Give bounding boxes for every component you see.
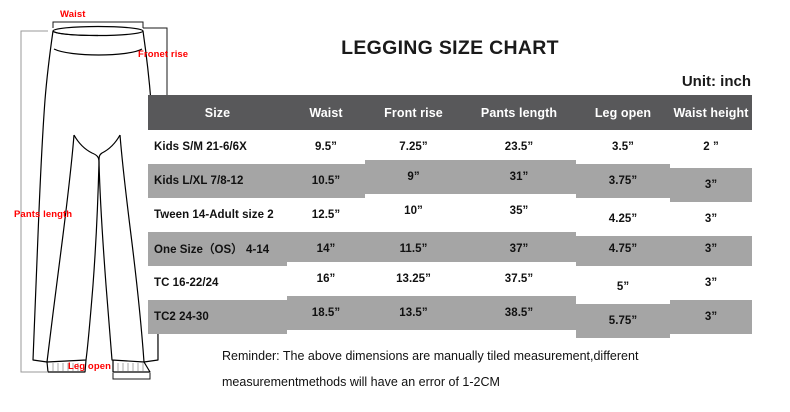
cell-pants-length: 37”	[462, 232, 576, 266]
cell-front-rise: 13.5”	[365, 296, 462, 330]
cell-waist-height: 2 ”	[670, 130, 752, 164]
cell-size: Kids S/M 21-6/6X	[148, 130, 287, 164]
diagram-label-leg-open: Leg open	[68, 361, 112, 372]
reminder-line-2: measurementmethods will have an error of…	[222, 375, 500, 389]
cell-waist: 12.5”	[287, 198, 365, 232]
size-chart-table: Size Waist Front rise Pants length Leg o…	[148, 95, 752, 338]
cell-pants-length: 23.5”	[462, 130, 576, 164]
cell-front-rise: 10”	[365, 194, 462, 228]
reminder-line-1: Reminder: The above dimensions are manua…	[222, 349, 639, 363]
cell-waist: 10.5”	[287, 164, 365, 198]
column-header-pants-length: Pants length	[462, 95, 576, 130]
cell-leg-open: 5.75”	[576, 304, 670, 338]
column-header-size: Size	[148, 95, 287, 130]
cell-pants-length: 31”	[462, 160, 576, 194]
cell-waist: 9.5”	[287, 130, 365, 164]
reminder-note: Reminder: The above dimensions are manua…	[222, 343, 752, 395]
cell-size: Kids L/XL 7/8-12	[148, 164, 287, 198]
diagram-label-waist: Waist	[60, 9, 86, 20]
cell-waist-height: 3”	[670, 232, 752, 266]
cell-front-rise: 9”	[365, 160, 462, 194]
table-row: Kids S/M 21-6/6X 9.5” 7.25” 23.5” 3.5” 2…	[148, 130, 752, 164]
cell-waist: 16”	[287, 262, 365, 296]
column-header-waist: Waist	[287, 95, 365, 130]
table-header-row: Size Waist Front rise Pants length Leg o…	[148, 95, 752, 130]
cell-leg-open: 4.25”	[576, 202, 670, 236]
table-row: Tween 14-Adult size 2 12.5” 10” 35” 4.25…	[148, 194, 752, 236]
table-row: TC 16-22/24 16” 13.25” 37.5” 5” 3”	[148, 262, 752, 304]
column-header-waist-height: Waist height	[670, 95, 752, 130]
cell-size: TC2 24-30	[148, 300, 287, 334]
table-row: One Size（OS） 4-14 14” 11.5” 37” 4.75” 3”	[148, 232, 752, 266]
cell-leg-open: 3.5”	[576, 130, 670, 164]
waist-bracket	[52, 21, 144, 28]
page-title: LEGGING SIZE CHART	[341, 37, 559, 59]
cell-waist: 18.5”	[287, 296, 365, 330]
column-header-front-rise: Front rise	[365, 95, 462, 130]
cell-size: One Size（OS） 4-14	[148, 232, 287, 266]
table-row: Kids L/XL 7/8-12 10.5” 9” 31” 3.75” 3”	[148, 160, 752, 202]
cell-waist: 14”	[287, 232, 365, 266]
cell-size: Tween 14-Adult size 2	[148, 198, 287, 232]
cell-front-rise: 13.25”	[365, 262, 462, 296]
cell-pants-length: 35”	[462, 194, 576, 228]
table-row: TC2 24-30 18.5” 13.5” 38.5” 5.75” 3”	[148, 296, 752, 338]
diagram-label-front-rise: Fronet rise	[138, 49, 189, 60]
cell-leg-open: 5”	[576, 270, 670, 304]
unit-note: Unit: inch	[681, 73, 751, 90]
cuff-ribbing	[52, 363, 144, 371]
cell-waist-height: 3”	[670, 300, 752, 334]
diagram-label-pants-length: Pants length	[14, 209, 73, 220]
leg-open-bracket	[112, 373, 151, 380]
cell-front-rise: 11.5”	[365, 232, 462, 266]
cell-waist-height: 3”	[670, 202, 752, 236]
cell-waist-height: 3”	[670, 168, 752, 202]
cell-leg-open: 4.75”	[576, 232, 670, 266]
cell-pants-length: 37.5”	[462, 262, 576, 296]
column-header-leg-open: Leg open	[576, 95, 670, 130]
cell-front-rise: 7.25”	[365, 130, 462, 164]
cell-leg-open: 3.75”	[576, 164, 670, 198]
pants-length-bracket	[20, 30, 48, 373]
cell-pants-length: 38.5”	[462, 296, 576, 330]
cell-size: TC 16-22/24	[148, 266, 287, 300]
cell-waist-height: 3”	[670, 266, 752, 300]
